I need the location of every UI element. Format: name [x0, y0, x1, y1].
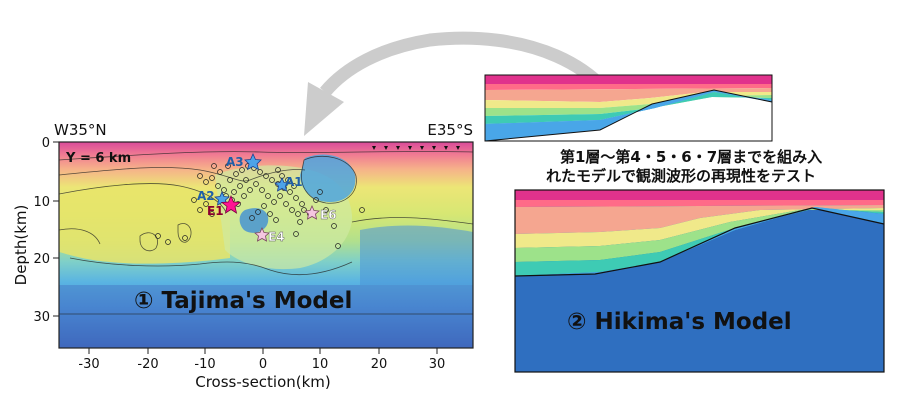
event-star-a1 — [274, 177, 290, 192]
y-axis-label: Depth(km) — [12, 205, 30, 286]
x-tick-neg20: -20 — [137, 357, 158, 372]
label-e6: E6 — [320, 208, 337, 222]
event-star-e6 — [304, 205, 320, 220]
hikima-model-title: ② Hikima's Model — [567, 309, 792, 335]
slice-label: Y = 6 km — [65, 151, 131, 166]
x-tick-30: 30 — [429, 357, 446, 372]
y-tick-30: 30 — [33, 310, 50, 325]
x-tick-neg30: -30 — [78, 357, 99, 372]
caption-line-2: れたモデルで観測波形の再現性をテスト — [546, 167, 816, 185]
label-a2: A2 — [197, 189, 215, 203]
y-tick-0: 0 — [42, 136, 50, 151]
event-star-e1 — [220, 194, 242, 214]
label-a1: A1 — [285, 175, 303, 189]
label-e4: E4 — [268, 230, 285, 244]
x-tick-neg10: -10 — [194, 357, 215, 372]
x-tick-0: 0 — [259, 357, 267, 372]
x-axis-label: Cross-section(km) — [195, 373, 331, 391]
caption-line-1: 第1層～第4・5・6・7層までを組み入 — [560, 148, 822, 166]
event-star-e4 — [254, 227, 270, 242]
tajima-section-plot: 0 10 20 30 -30 -20 -10 0 10 20 30 Cross-… — [12, 121, 474, 391]
y-tick-20: 20 — [33, 252, 50, 267]
x-tick-10: 10 — [312, 357, 329, 372]
corner-label-east: E35°S — [427, 121, 473, 139]
corner-label-west: W35°N — [54, 121, 107, 139]
tajima-model-title: ① Tajima's Model — [134, 288, 352, 314]
label-a3: A3 — [226, 155, 244, 169]
event-star-a3 — [244, 153, 262, 171]
x-tick-20: 20 — [371, 357, 388, 372]
hikima-model-box — [514, 189, 885, 373]
layer-model-small — [484, 74, 773, 142]
y-tick-10: 10 — [33, 195, 50, 210]
label-e1: E1 — [207, 204, 224, 218]
